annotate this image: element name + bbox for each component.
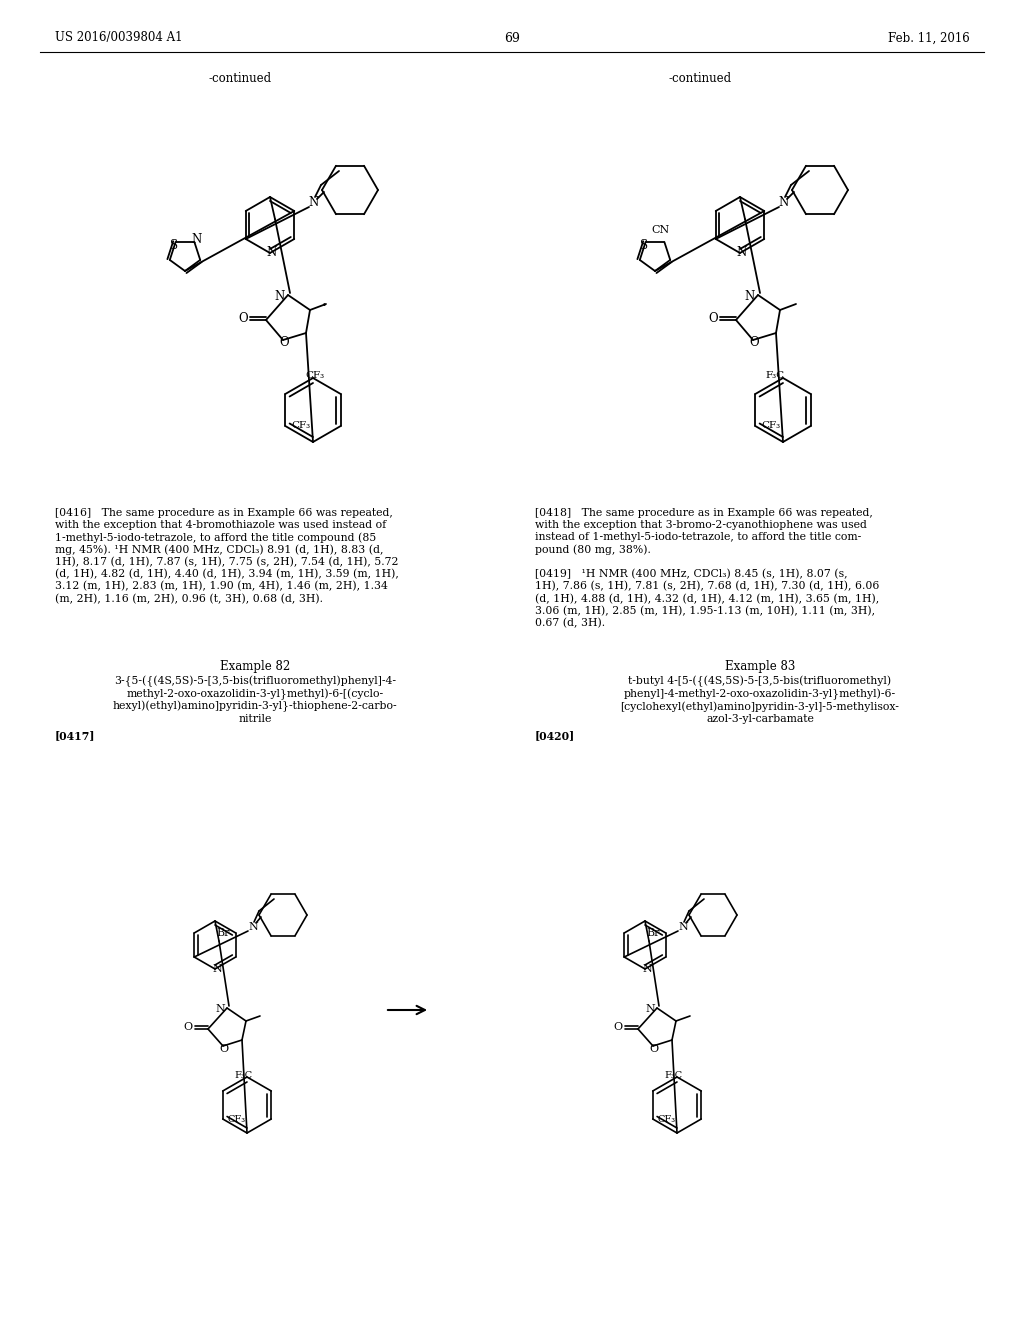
Text: N: N: [212, 964, 222, 974]
Text: methyl-2-oxo-oxazolidin-3-yl}methyl)-6-[(cyclo-: methyl-2-oxo-oxazolidin-3-yl}methyl)-6-[…: [126, 689, 384, 700]
Text: F₃C: F₃C: [765, 371, 784, 380]
Text: CF₃: CF₃: [761, 421, 780, 430]
Text: F₃C: F₃C: [233, 1071, 252, 1080]
Text: (d, 1H), 4.88 (d, 1H), 4.32 (d, 1H), 4.12 (m, 1H), 3.65 (m, 1H),: (d, 1H), 4.88 (d, 1H), 4.32 (d, 1H), 4.1…: [535, 594, 880, 603]
Text: CF₃: CF₃: [291, 421, 310, 430]
Text: O: O: [709, 312, 718, 325]
Text: nitrile: nitrile: [239, 714, 271, 723]
Text: (m, 2H), 1.16 (m, 2H), 0.96 (t, 3H), 0.68 (d, 3H).: (m, 2H), 1.16 (m, 2H), 0.96 (t, 3H), 0.6…: [55, 594, 323, 603]
Text: 1-methyl-5-iodo-tetrazole, to afford the title compound (85: 1-methyl-5-iodo-tetrazole, to afford the…: [55, 532, 376, 543]
Text: O: O: [649, 1044, 658, 1053]
Text: N: N: [744, 289, 755, 302]
Text: F₃C: F₃C: [664, 1071, 682, 1080]
Text: 1H), 7.86 (s, 1H), 7.81 (s, 2H), 7.68 (d, 1H), 7.30 (d, 1H), 6.06: 1H), 7.86 (s, 1H), 7.81 (s, 2H), 7.68 (d…: [535, 581, 880, 591]
Text: 0.67 (d, 3H).: 0.67 (d, 3H).: [535, 618, 605, 628]
Text: N: N: [267, 247, 278, 260]
Text: •: •: [322, 301, 327, 310]
Text: with the exception that 4-bromothiazole was used instead of: with the exception that 4-bromothiazole …: [55, 520, 386, 531]
Text: Example 82: Example 82: [220, 660, 290, 673]
Text: [0418]   The same procedure as in Example 66 was repeated,: [0418] The same procedure as in Example …: [535, 508, 872, 517]
Text: N: N: [642, 964, 652, 974]
Text: O: O: [613, 1023, 623, 1032]
Text: CF₃: CF₃: [657, 1114, 676, 1123]
Text: pound (80 mg, 38%).: pound (80 mg, 38%).: [535, 545, 651, 556]
Text: CF₃: CF₃: [227, 1114, 246, 1123]
Text: O: O: [219, 1044, 228, 1053]
Text: azol-3-yl-carbamate: azol-3-yl-carbamate: [707, 714, 814, 723]
Text: Br: Br: [646, 928, 659, 939]
Text: [0419]   ¹H NMR (400 MHz, CDCl₃) 8.45 (s, 1H), 8.07 (s,: [0419] ¹H NMR (400 MHz, CDCl₃) 8.45 (s, …: [535, 569, 848, 579]
Text: N: N: [248, 921, 258, 932]
Text: N: N: [737, 247, 748, 260]
Text: 3-{5-({(4S,5S)-5-[3,5-bis(trifluoromethyl)phenyl]-4-: 3-{5-({(4S,5S)-5-[3,5-bis(trifluoromethy…: [114, 676, 396, 688]
Text: hexyl)(ethyl)amino]pyridin-3-yl}-thiophene-2-carbo-: hexyl)(ethyl)amino]pyridin-3-yl}-thiophe…: [113, 701, 397, 713]
Text: O: O: [280, 337, 289, 350]
Text: (d, 1H), 4.82 (d, 1H), 4.40 (d, 1H), 3.94 (m, 1H), 3.59 (m, 1H),: (d, 1H), 4.82 (d, 1H), 4.40 (d, 1H), 3.9…: [55, 569, 399, 579]
Text: t-butyl 4-[5-({(4S,5S)-5-[3,5-bis(trifluoromethyl): t-butyl 4-[5-({(4S,5S)-5-[3,5-bis(triflu…: [629, 676, 892, 688]
Text: N: N: [678, 921, 688, 932]
Text: [0416]   The same procedure as in Example 66 was repeated,: [0416] The same procedure as in Example …: [55, 508, 393, 517]
Text: O: O: [750, 337, 759, 350]
Text: CF₃: CF₃: [305, 371, 325, 380]
Text: instead of 1-methyl-5-iodo-tetrazole, to afford the title com-: instead of 1-methyl-5-iodo-tetrazole, to…: [535, 532, 861, 543]
Text: N: N: [645, 1005, 655, 1014]
Text: N: N: [191, 232, 202, 246]
Text: 3.06 (m, 1H), 2.85 (m, 1H), 1.95-1.13 (m, 10H), 1.11 (m, 3H),: 3.06 (m, 1H), 2.85 (m, 1H), 1.95-1.13 (m…: [535, 606, 876, 616]
Text: N: N: [309, 197, 319, 210]
Text: Example 83: Example 83: [725, 660, 796, 673]
Text: S: S: [170, 239, 177, 252]
Text: -continued: -continued: [669, 71, 731, 84]
Text: O: O: [183, 1023, 193, 1032]
Text: N: N: [215, 1005, 225, 1014]
Text: 3.12 (m, 1H), 2.83 (m, 1H), 1.90 (m, 4H), 1.46 (m, 2H), 1.34: 3.12 (m, 1H), 2.83 (m, 1H), 1.90 (m, 4H)…: [55, 581, 388, 591]
Text: 69: 69: [504, 32, 520, 45]
Text: with the exception that 3-bromo-2-cyanothiophene was used: with the exception that 3-bromo-2-cyanot…: [535, 520, 867, 531]
Text: -continued: -continued: [209, 71, 271, 84]
Text: N: N: [274, 289, 285, 302]
Text: [0417]: [0417]: [55, 730, 95, 741]
Text: S: S: [640, 239, 647, 252]
Text: Feb. 11, 2016: Feb. 11, 2016: [888, 32, 970, 45]
Text: [cyclohexyl(ethyl)amino]pyridin-3-yl]-5-methylisox-: [cyclohexyl(ethyl)amino]pyridin-3-yl]-5-…: [621, 701, 899, 711]
Text: O: O: [239, 312, 248, 325]
Text: 1H), 8.17 (d, 1H), 7.87 (s, 1H), 7.75 (s, 2H), 7.54 (d, 1H), 5.72: 1H), 8.17 (d, 1H), 7.87 (s, 1H), 7.75 (s…: [55, 557, 398, 568]
Text: CN: CN: [651, 224, 670, 235]
Text: US 2016/0039804 A1: US 2016/0039804 A1: [55, 32, 182, 45]
Text: [0420]: [0420]: [535, 730, 575, 741]
Text: Br: Br: [216, 928, 229, 939]
Text: N: N: [779, 197, 790, 210]
Text: phenyl]-4-methyl-2-oxo-oxazolidin-3-yl}methyl)-6-: phenyl]-4-methyl-2-oxo-oxazolidin-3-yl}m…: [624, 689, 896, 700]
Text: mg, 45%). ¹H NMR (400 MHz, CDCl₃) 8.91 (d, 1H), 8.83 (d,: mg, 45%). ¹H NMR (400 MHz, CDCl₃) 8.91 (…: [55, 545, 384, 556]
